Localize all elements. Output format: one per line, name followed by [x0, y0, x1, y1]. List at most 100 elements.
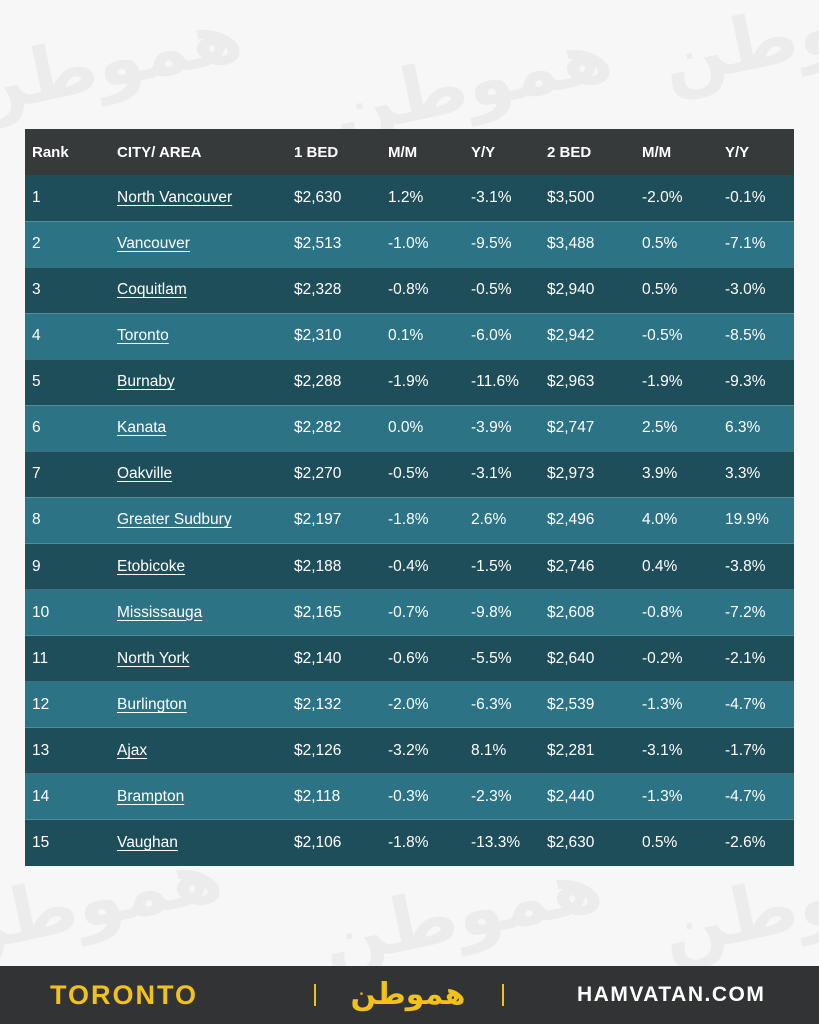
cell-1bed-mm: 0.0%: [388, 404, 471, 452]
cell-2bed-price: $2,746: [547, 542, 642, 590]
watermark-logo: همو‌طن: [654, 0, 819, 105]
cell-2bed-yy: -1.7%: [725, 727, 794, 774]
cell-2bed-price: $2,973: [547, 450, 642, 498]
header-2bed: 2 BED: [547, 143, 592, 161]
cell-city: Ajax: [117, 727, 294, 774]
cell-2bed-yy: -9.3%: [725, 358, 794, 406]
city-link[interactable]: North York: [117, 649, 190, 667]
table-row: 12 Burlington $2,132 -2.0% -6.3% $2,539 -1.3% -…: [25, 681, 794, 728]
cell-1bed-yy: -0.5%: [471, 266, 547, 314]
header-1bed: 1 BED: [294, 143, 339, 161]
header-rank: Rank: [32, 143, 69, 161]
cell-2bed-yy: -3.0%: [725, 266, 794, 314]
cell-1bed-mm: -0.3%: [388, 773, 471, 820]
city-link[interactable]: North Vancouver: [117, 188, 233, 206]
city-link[interactable]: Burnaby: [117, 373, 175, 391]
cell-city: Burnaby: [117, 358, 294, 406]
cell-1bed-yy: -11.6%: [471, 358, 547, 406]
table-row: 4 Toronto $2,310 0.1% -6.0% $2,942 -0.5% -8.5%: [25, 312, 794, 360]
table-row: 15 Vaughan $2,106 -1.8% -13.3% $2,630 0.5% -2.6…: [25, 819, 794, 866]
cell-2bed-price: $2,940: [547, 266, 642, 314]
cell-1bed-price: $2,132: [294, 681, 388, 728]
cell-city: North Vancouver: [117, 175, 294, 221]
cell-2bed-price: $2,608: [547, 589, 642, 636]
cell-2bed-yy: 19.9%: [725, 496, 794, 544]
cell-2bed-mm: -0.8%: [642, 589, 725, 636]
city-link[interactable]: Toronto: [117, 327, 169, 345]
cell-1bed-yy: -6.0%: [471, 312, 547, 360]
cell-city: Etobicoke: [117, 542, 294, 590]
cell-1bed-price: $2,310: [294, 312, 388, 360]
cell-rank: 15: [25, 819, 117, 866]
cell-2bed-yy: -8.5%: [725, 312, 794, 360]
cell-2bed-mm: 2.5%: [642, 404, 725, 452]
cell-1bed-yy: 8.1%: [471, 727, 547, 774]
city-link[interactable]: Kanata: [117, 419, 167, 437]
city-link[interactable]: Burlington: [117, 695, 187, 713]
cell-1bed-yy: 2.6%: [471, 496, 547, 544]
cell-2bed-mm: 0.5%: [642, 220, 725, 268]
city-link[interactable]: Greater Sudbury: [117, 511, 232, 529]
city-link[interactable]: Vancouver: [117, 235, 190, 253]
city-link[interactable]: Etobicoke: [117, 557, 186, 575]
rent-table: Rank CITY/ AREA 1 BED M/M Y/Y 2 BED M/M …: [25, 129, 794, 866]
cell-city: Vaughan: [117, 819, 294, 866]
cell-1bed-mm: -0.5%: [388, 450, 471, 498]
cell-rank: 11: [25, 635, 117, 682]
cell-2bed-price: $2,496: [547, 496, 642, 544]
city-link[interactable]: Mississauga: [117, 603, 203, 621]
cell-1bed-price: $2,165: [294, 589, 388, 636]
cell-2bed-yy: -7.2%: [725, 589, 794, 636]
city-link[interactable]: Ajax: [117, 741, 148, 759]
cell-1bed-price: $2,282: [294, 404, 388, 452]
cell-city: Mississauga: [117, 589, 294, 636]
table-row: 10 Mississauga $2,165 -0.7% -9.8% $2,608 -0.8%…: [25, 589, 794, 636]
cell-2bed-mm: -1.3%: [642, 681, 725, 728]
cell-city: Vancouver: [117, 220, 294, 268]
cell-2bed-yy: 6.3%: [725, 404, 794, 452]
cell-rank: 1: [32, 188, 41, 206]
cell-2bed-mm: -0.5%: [642, 312, 725, 360]
hamvatan-logo: همو‌طن: [350, 977, 466, 1012]
cell-1bed-mm: -1.9%: [388, 358, 471, 406]
table-row: 3 Coquitlam $2,328 -0.8% -0.5% $2,940 0.5% -3.0…: [25, 266, 794, 314]
city-link[interactable]: Oakville: [117, 465, 173, 483]
cell-2bed-mm: -2.0%: [642, 188, 683, 206]
cell-1bed-price: $2,288: [294, 358, 388, 406]
header-2bed-mm: M/M: [642, 143, 672, 161]
cell-rank: 3: [25, 266, 117, 314]
city-link[interactable]: Vaughan: [117, 834, 178, 852]
cell-2bed-price: $2,440: [547, 773, 642, 820]
cell-2bed-price: $3,488: [547, 220, 642, 268]
cell-1bed-price: $2,118: [294, 773, 388, 820]
footer-divider: [314, 984, 316, 1006]
cell-1bed-price: $2,270: [294, 450, 388, 498]
cell-1bed-yy: -5.5%: [471, 635, 547, 682]
table-row: 14 Brampton $2,118 -0.3% -2.3% $2,440 -1.3% -4.…: [25, 773, 794, 820]
cell-1bed-yy: -6.3%: [471, 681, 547, 728]
cell-2bed-price: $2,539: [547, 681, 642, 728]
city-link[interactable]: Coquitlam: [117, 281, 187, 299]
cell-2bed-yy: -4.7%: [725, 681, 794, 728]
cell-1bed-mm: 0.1%: [388, 312, 471, 360]
cell-1bed-mm: -2.0%: [388, 681, 471, 728]
table-row: 1 North Vancouver $2,630 1.2% -3.1% $3,500 -2.…: [25, 175, 794, 222]
cell-1bed-yy: -1.5%: [471, 542, 547, 590]
table-row: 11 North York $2,140 -0.6% -5.5% $2,640 -0.2% -…: [25, 635, 794, 682]
cell-2bed-price: $2,747: [547, 404, 642, 452]
cell-2bed-mm: 4.0%: [642, 496, 725, 544]
cell-rank: 9: [25, 542, 117, 590]
cell-2bed-yy: -7.1%: [725, 220, 794, 268]
cell-1bed-mm: -1.8%: [388, 819, 471, 866]
cell-2bed-price: $3,500: [547, 188, 595, 206]
cell-city: Oakville: [117, 450, 294, 498]
footer-website: HAMVATAN.COM: [577, 983, 766, 1006]
cell-1bed-price: $2,106: [294, 819, 388, 866]
table-row: 2 Vancouver $2,513 -1.0% -9.5% $3,488 0.5% -7.1…: [25, 220, 794, 268]
cell-1bed-price: $2,188: [294, 542, 388, 590]
table-row: 5 Burnaby $2,288 -1.9% -11.6% $2,963 -1.9% -9.3…: [25, 358, 794, 406]
cell-1bed-price: $2,197: [294, 496, 388, 544]
cell-1bed-yy: -9.8%: [471, 589, 547, 636]
city-link[interactable]: Brampton: [117, 787, 185, 805]
cell-rank: 14: [25, 773, 117, 820]
